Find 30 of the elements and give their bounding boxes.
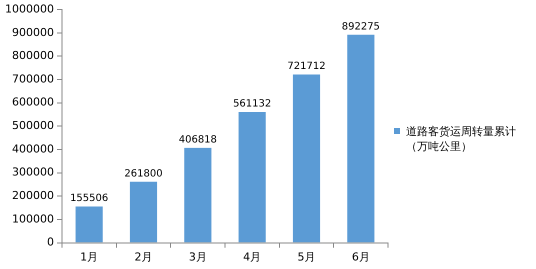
x-tick-label: 4月 <box>243 250 262 264</box>
y-tick-label: 800000 <box>12 49 54 62</box>
x-tick-label: 6月 <box>352 250 370 264</box>
bar <box>347 34 374 242</box>
data-label: 561132 <box>233 98 272 110</box>
bar <box>76 206 103 242</box>
x-tick-label: 3月 <box>188 250 207 264</box>
legend-label: 道路客货运周转量累计（万吨公里） <box>406 124 517 154</box>
bar <box>130 182 158 242</box>
y-tick-label: 100000 <box>12 212 54 226</box>
data-label: 406818 <box>178 134 217 146</box>
data-label: 261800 <box>124 168 163 180</box>
y-tick-label: 500000 <box>12 119 54 132</box>
data-label: 155506 <box>70 193 108 204</box>
bar <box>184 148 212 242</box>
y-tick-label: 0 <box>46 236 54 249</box>
y-tick-label: 600000 <box>12 96 54 109</box>
y-tick-label: 700000 <box>12 72 54 86</box>
y-tick-label: 900000 <box>12 26 54 39</box>
y-tick-label: 200000 <box>12 189 54 202</box>
x-tick-label: 5月 <box>297 250 316 264</box>
bar <box>238 112 266 242</box>
data-label: 892275 <box>342 21 380 32</box>
y-tick-label: 400000 <box>12 142 54 156</box>
bar <box>292 74 320 242</box>
data-label: 721712 <box>287 61 326 72</box>
y-tick-label: 1000000 <box>4 2 54 16</box>
y-tick-label: 300000 <box>12 166 54 179</box>
x-tick-label: 2月 <box>134 250 152 264</box>
x-tick-label: 1月 <box>80 250 98 264</box>
